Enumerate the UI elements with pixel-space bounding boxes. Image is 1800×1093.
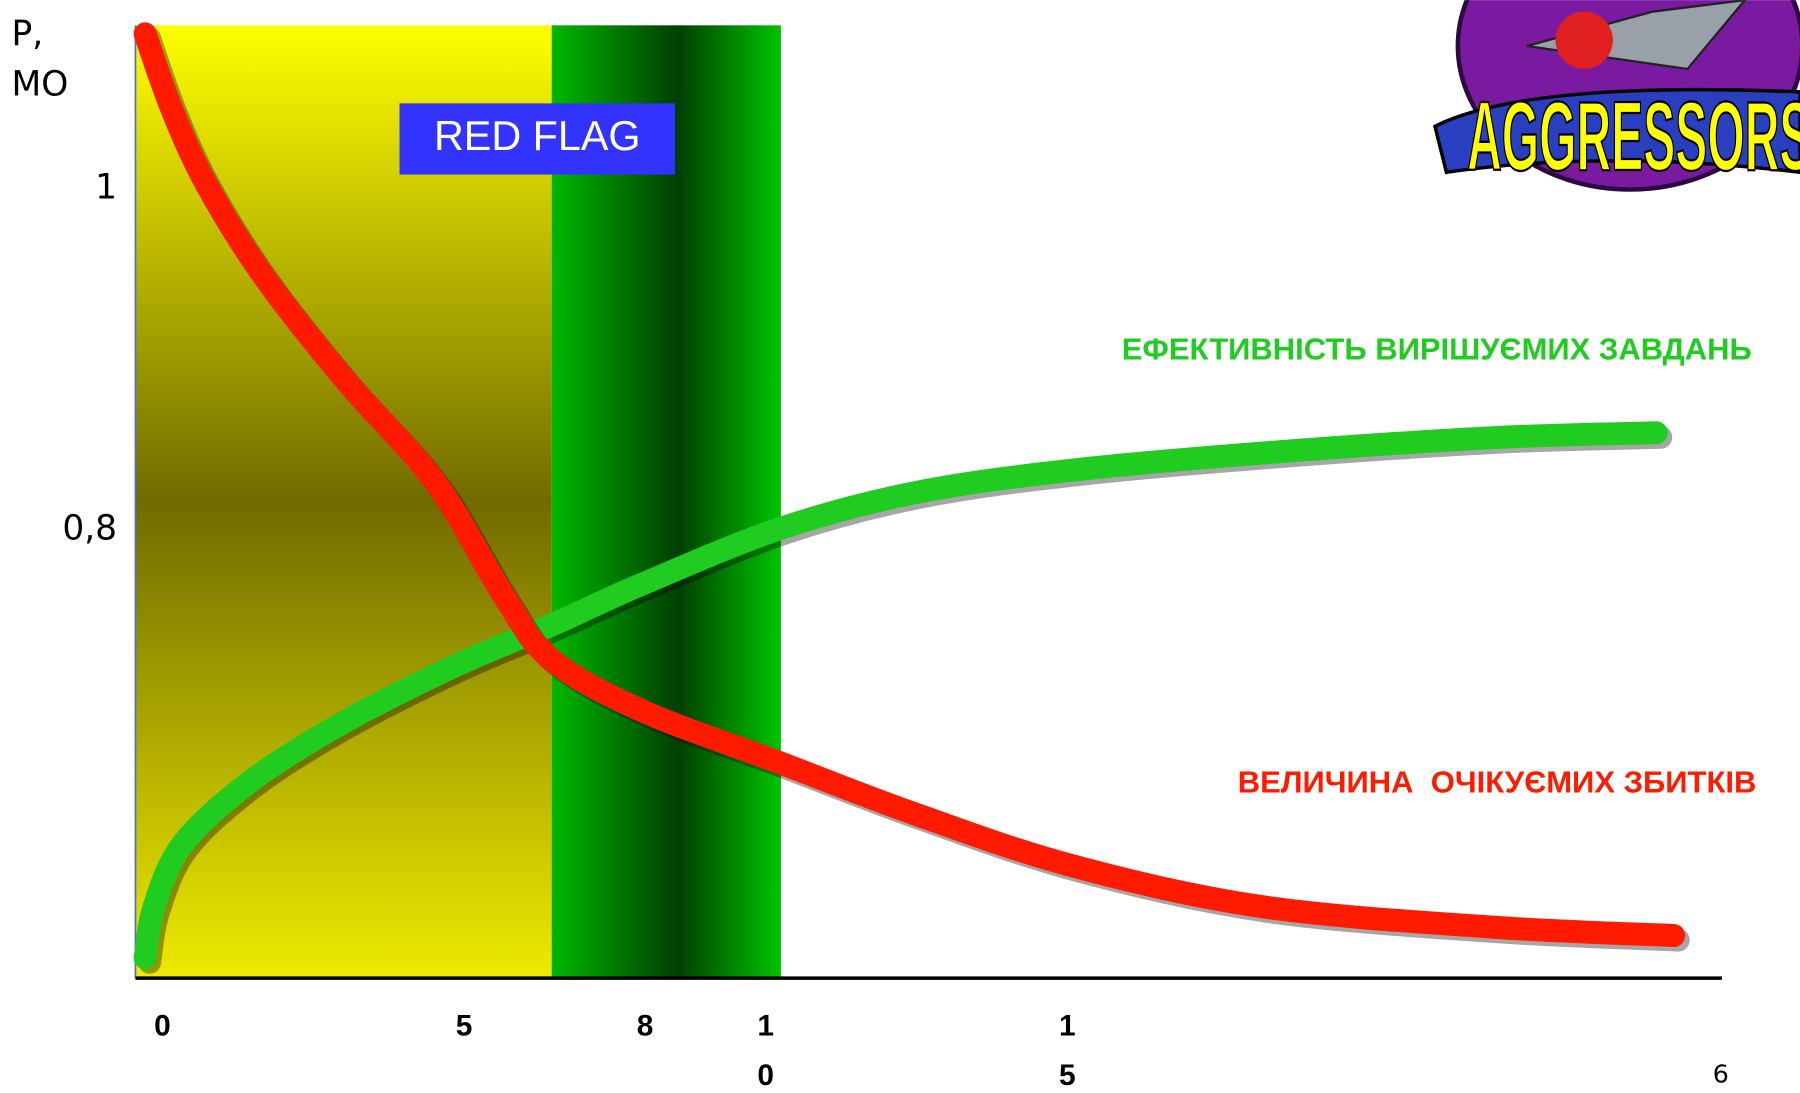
x-tick-label-box: 8 xyxy=(637,1001,671,1093)
x-tick-label: 15 xyxy=(1059,1001,1080,1093)
series-label: ЕФЕКТИВНІСТЬ ВИРІШУЄМИХ ЗАВДАНЬ xyxy=(1122,332,1752,367)
y-tick-label: 1 xyxy=(95,167,117,207)
x-tick-label: 5 xyxy=(456,1001,477,1050)
band-label: RED FLAG xyxy=(434,113,641,159)
y-axis-label-box: P, MO xyxy=(11,9,103,124)
x-tick-label-box: 10 xyxy=(757,1001,791,1093)
logo-text: AGGRESSORS xyxy=(1467,81,1800,191)
series-label: ВЕЛИЧИНА ОЧІКУЄМИХ ЗБИТКІВ xyxy=(1238,764,1757,799)
y-tick-label: 0,8 xyxy=(62,508,117,548)
y-axis-label: P, MO xyxy=(11,9,91,110)
chart: RED FLAG AGGRESSORS 6 1 0,8 0 5 8 10 15 P, MO ЕФ… xyxy=(0,0,1800,1093)
x-tick-label-box: 15 xyxy=(1059,1001,1093,1093)
x-tick-label-box: 5 xyxy=(456,1001,490,1093)
slide: RED FLAG AGGRESSORS 6 1 0,8 0 5 8 10 15 P, MO ЕФ… xyxy=(0,0,1800,1093)
page-number: 6 xyxy=(1713,1060,1729,1089)
x-tick-label: 8 xyxy=(637,1001,658,1050)
logo: AGGRESSORS xyxy=(1435,0,1800,191)
x-tick-label: 0 xyxy=(154,1001,175,1050)
x-tick-label-box: 0 xyxy=(154,1001,188,1093)
x-tick-label: 10 xyxy=(757,1001,778,1093)
